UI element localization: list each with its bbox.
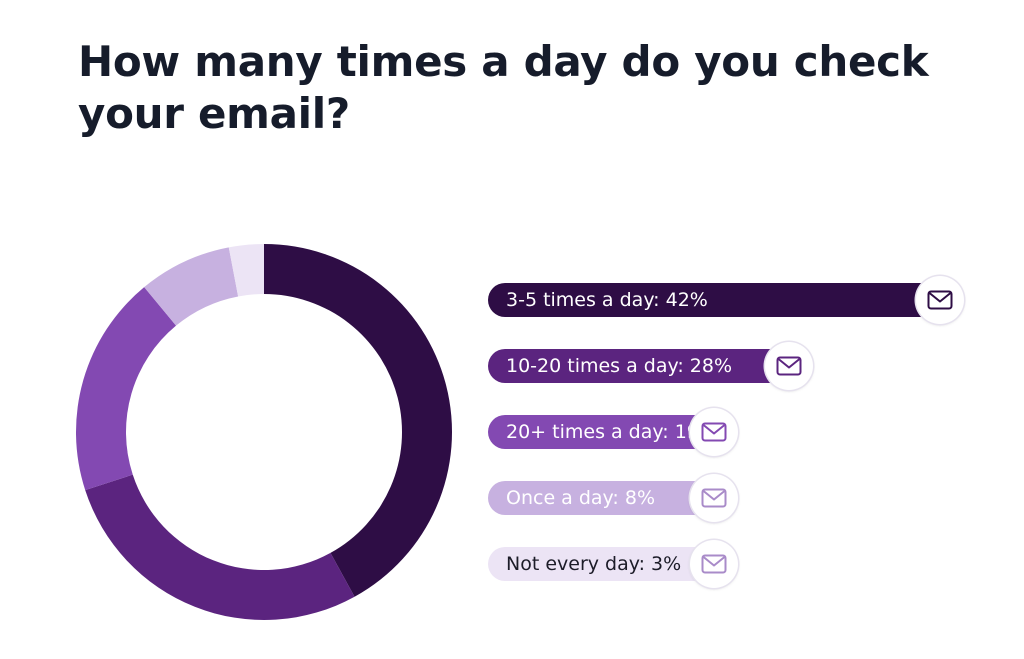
bar-5: Not every day: 3% [488, 547, 714, 581]
mail-icon [690, 474, 738, 522]
mail-icon [916, 276, 964, 324]
donut-slice-5 [228, 244, 264, 297]
bar-label: 10-20 times a day: 28% [506, 355, 733, 377]
bar-row-1: 3-5 times a day: 42% [488, 276, 964, 324]
bar-label: Not every day: 3% [506, 553, 682, 575]
bar-2: 10-20 times a day: 28% [488, 349, 789, 383]
mail-icon [690, 408, 738, 456]
bar-row-5: Not every day: 3% [488, 540, 738, 588]
bar-row-4: Once a day: 8% [488, 474, 738, 522]
donut-slice-1 [264, 244, 453, 597]
donut-slice-4 [144, 247, 239, 326]
bar-4: Once a day: 8% [488, 481, 714, 515]
donut-slice-2 [85, 474, 355, 620]
mail-icon [765, 342, 813, 390]
mail-icon [690, 540, 738, 588]
bar-row-3: 20+ times a day: 19% [488, 408, 738, 456]
chart-title: How many times a day do you check your e… [78, 37, 929, 138]
donut-slice-3 [76, 287, 177, 491]
bar-label: 3-5 times a day: 42% [506, 289, 708, 311]
bar-label: 20+ times a day: 19% [506, 421, 717, 443]
bar-3: 20+ times a day: 19% [488, 415, 717, 449]
bar-1: 3-5 times a day: 42% [488, 283, 940, 317]
bar-label: Once a day: 8% [506, 487, 656, 509]
bar-row-2: 10-20 times a day: 28% [488, 342, 813, 390]
